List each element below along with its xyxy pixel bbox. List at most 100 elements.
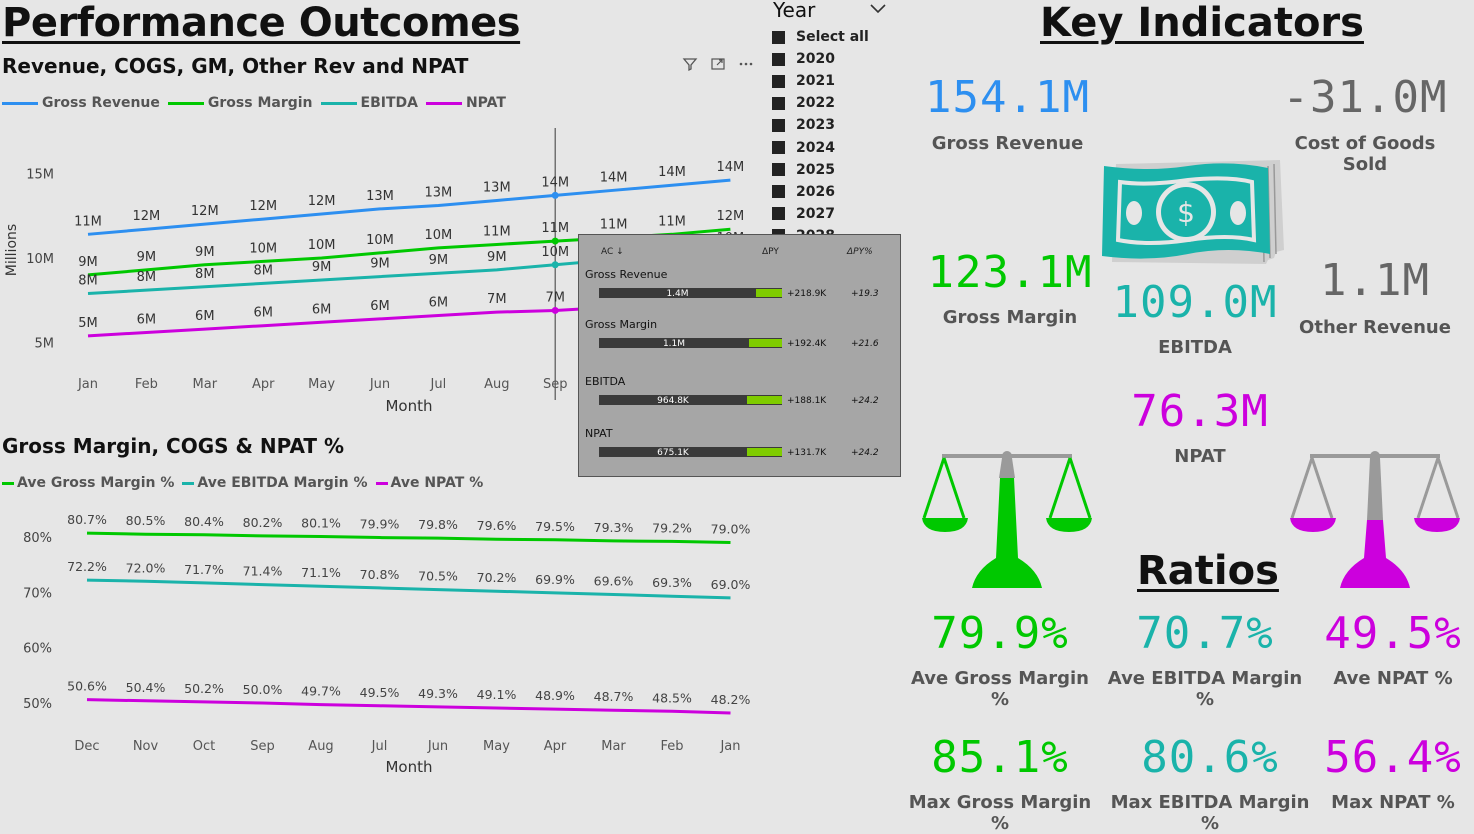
tooltip-bar bbox=[599, 395, 782, 405]
kpi-cogs-value: -31.0M bbox=[1282, 72, 1448, 123]
checkbox[interactable] bbox=[772, 118, 785, 132]
data-point[interactable] bbox=[551, 261, 559, 269]
data-label: 80.7% bbox=[67, 512, 107, 527]
legend-item-ave-ebitda[interactable]: Ave EBITDA Margin % bbox=[182, 475, 368, 491]
slicer-item-2020[interactable]: 2020 bbox=[772, 51, 835, 67]
x-axis-title: Month bbox=[385, 397, 432, 415]
checkbox[interactable] bbox=[772, 30, 785, 44]
x-tick-label: Feb bbox=[660, 739, 683, 754]
data-label: 79.8% bbox=[418, 517, 458, 532]
data-label: 13M bbox=[425, 186, 453, 201]
kpi-ebitda-label: EBITDA bbox=[1158, 337, 1232, 358]
slicer-item-2025[interactable]: 2025 bbox=[772, 162, 835, 178]
data-point[interactable] bbox=[551, 191, 559, 199]
data-label: 12M bbox=[249, 199, 277, 214]
margin-line-chart[interactable]: 50% 60% 70% 80% Dec Nov Oct Sep Aug Jul Jun May Apr M… bbox=[0, 500, 760, 785]
data-label: 49.1% bbox=[477, 687, 517, 702]
legend-item-gross-revenue[interactable]: Gross Revenue bbox=[2, 95, 160, 111]
data-label: 49.7% bbox=[301, 684, 341, 699]
data-label: 9M bbox=[487, 250, 507, 265]
slicer-item-select-all[interactable]: Select all bbox=[772, 29, 869, 45]
x-tick-label: Dec bbox=[74, 739, 99, 754]
kpi-npat-value: 76.3M bbox=[1131, 386, 1269, 437]
slicer-item-label: 2026 bbox=[796, 183, 835, 200]
x-tick-label: Jul bbox=[430, 377, 447, 392]
checkbox[interactable] bbox=[772, 74, 785, 88]
slicer-item-2021[interactable]: 2021 bbox=[772, 73, 835, 89]
data-label: 80.4% bbox=[184, 514, 224, 529]
filter-icon[interactable] bbox=[679, 53, 701, 75]
series-line-gross_margin[interactable] bbox=[86, 531, 731, 545]
checkbox[interactable] bbox=[772, 163, 785, 177]
checkbox[interactable] bbox=[772, 52, 785, 66]
kpi-other-revenue-label: Other Revenue bbox=[1299, 317, 1451, 338]
data-label: 10M bbox=[366, 233, 394, 248]
legend-item-npat[interactable]: NPAT bbox=[425, 95, 506, 111]
series-line-npat[interactable] bbox=[86, 698, 731, 715]
kpi-gross-revenue-value: 154.1M bbox=[925, 72, 1090, 123]
checkbox[interactable] bbox=[772, 96, 785, 110]
tooltip-value: 964.8K bbox=[657, 396, 689, 406]
series-line-ebitda[interactable] bbox=[86, 578, 731, 600]
legend-item-ebitda[interactable]: EBITDA bbox=[320, 95, 418, 111]
data-label: 11M bbox=[658, 214, 686, 229]
tooltip-row-label: EBITDA bbox=[585, 375, 626, 388]
tooltip-delta-bar bbox=[747, 396, 782, 404]
data-label: 70.2% bbox=[477, 570, 517, 585]
data-label: 10M bbox=[308, 238, 336, 253]
data-label: 8M bbox=[78, 274, 98, 289]
slicer-item-2026[interactable]: 2026 bbox=[772, 184, 835, 200]
legend-item-ave-gm[interactable]: Ave Gross Margin % bbox=[2, 475, 174, 491]
more-options-icon[interactable] bbox=[735, 53, 757, 75]
tooltip-delta: +218.9K bbox=[787, 289, 827, 299]
data-label: 80.5% bbox=[126, 513, 166, 528]
data-label: 69.9% bbox=[535, 572, 575, 587]
year-slicer[interactable]: Year Select all 2020 2021 2022 2023 2024 2025 2… bbox=[770, 0, 900, 240]
y-tick-label: 80% bbox=[23, 531, 52, 546]
series-line-gross_revenue[interactable] bbox=[87, 178, 731, 236]
data-label: 13M bbox=[366, 189, 394, 204]
tooltip-row-label: NPAT bbox=[585, 427, 613, 440]
data-label: 9M bbox=[195, 245, 215, 260]
slicer-item-2023[interactable]: 2023 bbox=[772, 117, 835, 133]
data-label: 48.5% bbox=[652, 690, 692, 705]
money-icon: $ bbox=[1102, 160, 1284, 264]
data-label: 14M bbox=[717, 160, 745, 175]
x-tick-label: Oct bbox=[193, 739, 215, 754]
data-point[interactable] bbox=[551, 237, 559, 245]
ratio-max-gm-label: Max Gross Margin % bbox=[908, 792, 1092, 834]
page-title: Performance Outcomes bbox=[2, 0, 521, 46]
ratios-title: Ratios bbox=[1137, 548, 1279, 594]
slicer-item-label: Select all bbox=[796, 29, 869, 45]
chevron-down-icon[interactable] bbox=[868, 0, 888, 23]
data-label: 12M bbox=[308, 194, 336, 209]
legend-item-gross-margin[interactable]: Gross Margin bbox=[167, 95, 313, 111]
data-label: 12M bbox=[191, 204, 219, 219]
y-tick-label: 70% bbox=[23, 586, 52, 601]
data-point[interactable] bbox=[551, 306, 559, 314]
slicer-item-2024[interactable]: 2024 bbox=[772, 140, 835, 156]
slicer-item-2022[interactable]: 2022 bbox=[772, 95, 835, 111]
tooltip-delta-pct: +24.2 bbox=[851, 396, 879, 406]
kpi-gross-margin-value: 123.1M bbox=[927, 247, 1093, 298]
legend-item-ave-npat[interactable]: Ave NPAT % bbox=[375, 475, 483, 491]
key-indicators-title: Key Indicators bbox=[1040, 0, 1364, 46]
ratio-ave-gm-label: Ave Gross Margin % bbox=[910, 668, 1089, 710]
tooltip-header-dpy: ΔPY bbox=[762, 247, 779, 257]
checkbox[interactable] bbox=[772, 185, 785, 199]
data-label: 10M bbox=[541, 245, 569, 260]
focus-mode-icon[interactable] bbox=[707, 53, 729, 75]
ratio-ave-ebitda-label: Ave EBITDA Margin % bbox=[1107, 668, 1303, 710]
checkbox[interactable] bbox=[772, 141, 785, 154]
data-label: 8M bbox=[137, 270, 157, 285]
x-tick-label: Apr bbox=[544, 739, 567, 754]
data-label: 9M bbox=[312, 260, 332, 275]
slicer-item-label: 2023 bbox=[796, 117, 835, 134]
tooltip-value: 1.4M bbox=[666, 289, 689, 299]
y-tick-label: 60% bbox=[23, 642, 52, 657]
checkbox[interactable] bbox=[772, 207, 785, 221]
data-label: 69.6% bbox=[594, 574, 634, 589]
data-label: 69.0% bbox=[711, 577, 751, 592]
slicer-item-2027[interactable]: 2027 bbox=[772, 206, 835, 222]
data-label: 9M bbox=[137, 250, 157, 265]
